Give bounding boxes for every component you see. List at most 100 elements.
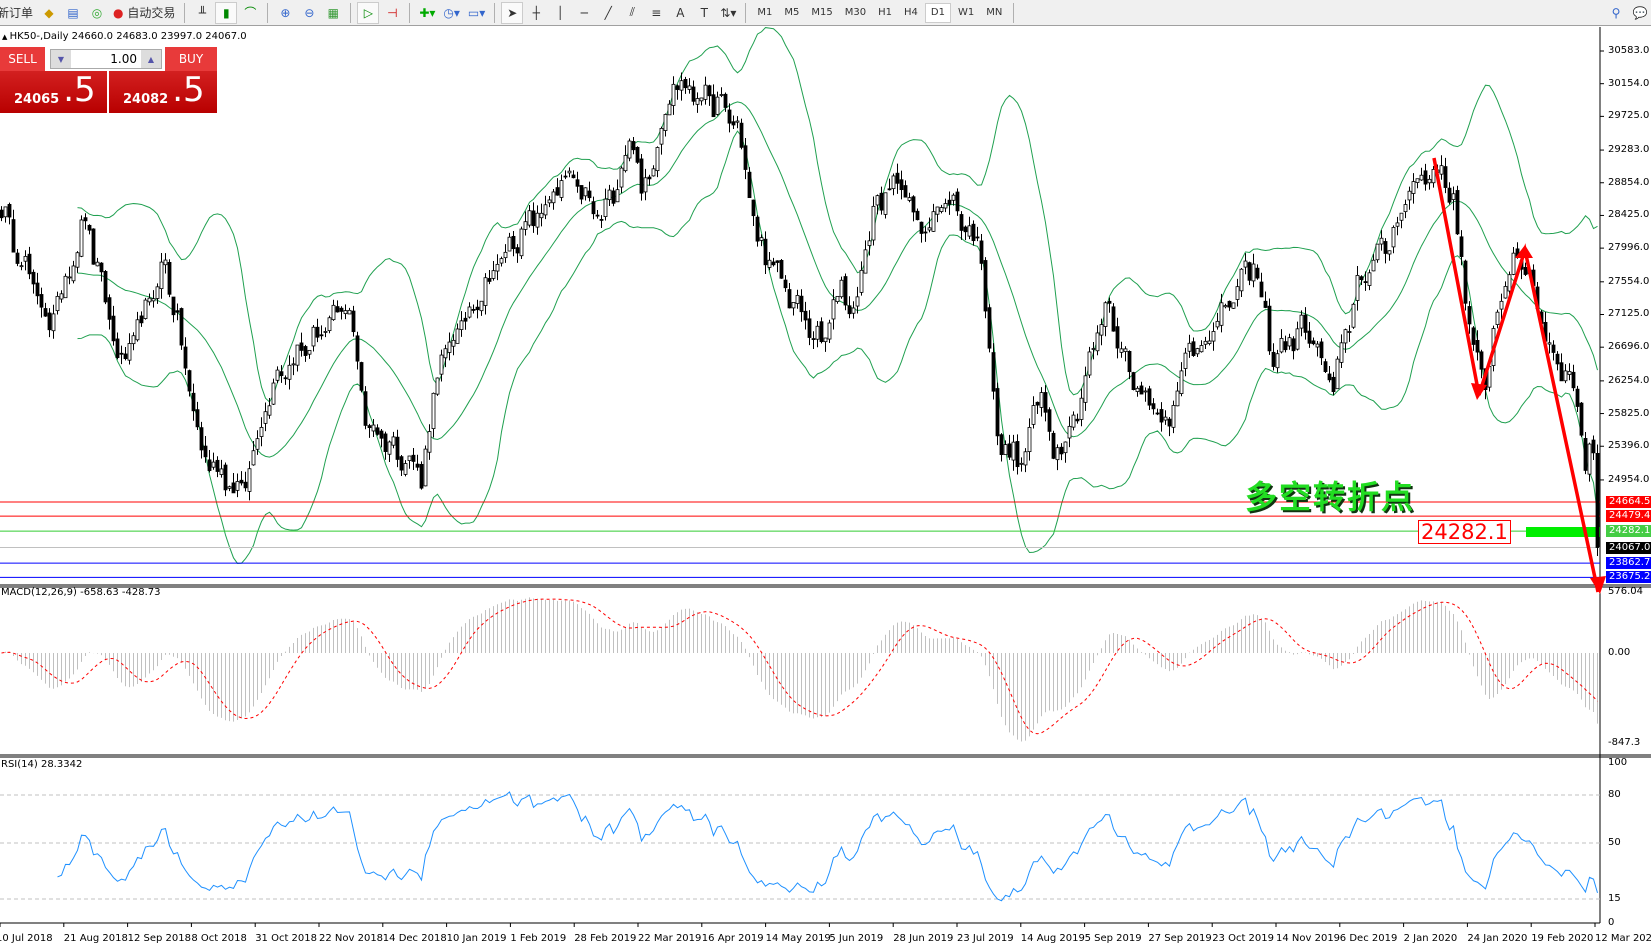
candle-bull: [67, 276, 72, 279]
candle-bull: [455, 328, 460, 344]
date-tick: 28 Jun 2019: [893, 933, 954, 944]
candle-bull: [1499, 300, 1504, 310]
candle-bear: [1139, 385, 1144, 395]
candle-bull: [267, 405, 272, 416]
text-label-icon[interactable]: T: [700, 5, 708, 20]
candle-bull: [1083, 375, 1088, 403]
chart-shift-icon[interactable]: ⊣: [387, 5, 398, 20]
metaeditor-icon[interactable]: ◆: [44, 5, 54, 20]
candle-bear: [955, 191, 960, 212]
candle-bull: [143, 299, 148, 319]
level-label[interactable]: 24664.5: [1606, 495, 1651, 508]
trendline-icon[interactable]: ╱: [604, 5, 612, 20]
zoom-in-icon[interactable]: ⊕: [280, 5, 291, 20]
level-label[interactable]: 24282.1: [1606, 525, 1651, 538]
terminal-icon[interactable]: ▤: [67, 5, 79, 20]
candle-bear: [895, 172, 900, 184]
candle-bull: [935, 206, 940, 215]
fibonacci-icon[interactable]: ≡: [651, 5, 662, 20]
periods-icon[interactable]: ◷▾: [443, 5, 460, 20]
candle-bull: [1187, 342, 1192, 352]
tf-m1[interactable]: M1: [757, 7, 773, 18]
candle-bull: [491, 270, 496, 279]
candle-bear: [787, 289, 792, 309]
candle-bear: [631, 141, 636, 151]
zoom-out-icon[interactable]: ⊖: [304, 5, 315, 20]
lot-decrease-button[interactable]: ▼: [51, 50, 71, 68]
candle-bull: [1407, 190, 1412, 201]
tf-m15[interactable]: M15: [811, 7, 833, 18]
collapse-icon[interactable]: ▲: [2, 33, 10, 41]
sell-button[interactable]: SELL: [0, 47, 45, 71]
price-label-box[interactable]: 24282.1: [1418, 520, 1511, 544]
sell-price[interactable]: 24065.5: [0, 71, 107, 113]
candle-bull: [19, 265, 24, 268]
crosshair-icon[interactable]: ┼: [532, 5, 540, 20]
level-label[interactable]: 23675.2: [1606, 571, 1651, 584]
horizontal-line-icon[interactable]: ─: [580, 5, 588, 20]
price-tick: 24954.0: [1608, 473, 1650, 485]
date-tick: 6 Dec 2019: [1339, 933, 1398, 944]
candle-bull: [1371, 259, 1376, 272]
search-icon[interactable]: ⚲: [1611, 5, 1621, 20]
lot-increase-button[interactable]: ▲: [141, 50, 161, 68]
bar-chart-icon[interactable]: ╨: [198, 5, 206, 20]
candle-bear: [1303, 314, 1308, 333]
tf-d1[interactable]: D1: [924, 2, 951, 23]
text-icon[interactable]: A: [676, 5, 685, 20]
candle-bear: [919, 221, 924, 234]
candle-bear: [1467, 306, 1472, 325]
candle-bull: [1087, 351, 1092, 376]
tf-w1[interactable]: W1: [957, 7, 975, 18]
candle-bear: [207, 459, 212, 471]
tf-m30[interactable]: M30: [844, 7, 867, 18]
tf-h1[interactable]: H1: [878, 7, 892, 18]
tile-windows-icon[interactable]: ▦: [327, 5, 340, 20]
candle-bear: [911, 196, 916, 213]
auto-trading-button[interactable]: ● 自动交易: [113, 5, 176, 21]
candle-bull: [1315, 343, 1320, 348]
level-label[interactable]: 24479.4: [1606, 510, 1651, 523]
candle-bull: [603, 198, 608, 217]
level-label[interactable]: 23862.7: [1606, 557, 1651, 570]
candle-bear: [1383, 241, 1388, 254]
candle-bull: [447, 341, 452, 353]
candle-bull: [831, 299, 836, 320]
cursor-icon[interactable]: ➤: [501, 1, 524, 24]
buy-price[interactable]: 24082.5: [109, 71, 217, 113]
rsi-tick: 100: [1608, 757, 1628, 768]
candle-bull: [1199, 345, 1204, 353]
candle-bear: [771, 261, 776, 266]
candle-bull: [211, 461, 216, 468]
rsi-tick: 80: [1608, 789, 1621, 800]
buy-button[interactable]: BUY: [165, 47, 217, 71]
auto-scroll-icon[interactable]: ▷: [357, 1, 380, 24]
level-label[interactable]: 24067.0: [1606, 541, 1651, 554]
channel-icon[interactable]: ⫽: [629, 5, 635, 19]
tf-m5[interactable]: M5: [784, 7, 800, 18]
signals-icon[interactable]: ◎: [91, 5, 103, 20]
arrows-icon[interactable]: ⇅▾: [720, 5, 737, 20]
lot-size-input[interactable]: ▼ 1.00 ▲: [50, 49, 162, 69]
chart-canvas[interactable]: [0, 27, 1651, 951]
candle-bear: [35, 282, 40, 297]
candle-bear: [43, 308, 48, 317]
line-chart-icon[interactable]: ⌒: [244, 6, 257, 20]
indicators-icon[interactable]: ✚▾: [419, 5, 436, 20]
candle-bear: [611, 190, 616, 204]
candlestick-icon[interactable]: ▮: [215, 1, 238, 24]
candle-bull: [1495, 311, 1500, 325]
vertical-line-icon[interactable]: │: [556, 5, 564, 20]
candle-bull: [827, 322, 832, 340]
new-order-button[interactable]: 新订单: [0, 6, 34, 20]
candle-bear: [319, 334, 324, 337]
templates-icon[interactable]: ▭▾: [467, 5, 486, 20]
candle-bear: [399, 456, 404, 471]
tf-h4[interactable]: H4: [903, 7, 918, 18]
candle-bull: [403, 463, 408, 475]
candle-bull: [79, 219, 84, 257]
candle-bear: [171, 296, 176, 316]
candle-bear: [283, 377, 288, 380]
chat-icon[interactable]: 💬: [1632, 5, 1648, 20]
tf-mn[interactable]: MN: [986, 7, 1003, 18]
